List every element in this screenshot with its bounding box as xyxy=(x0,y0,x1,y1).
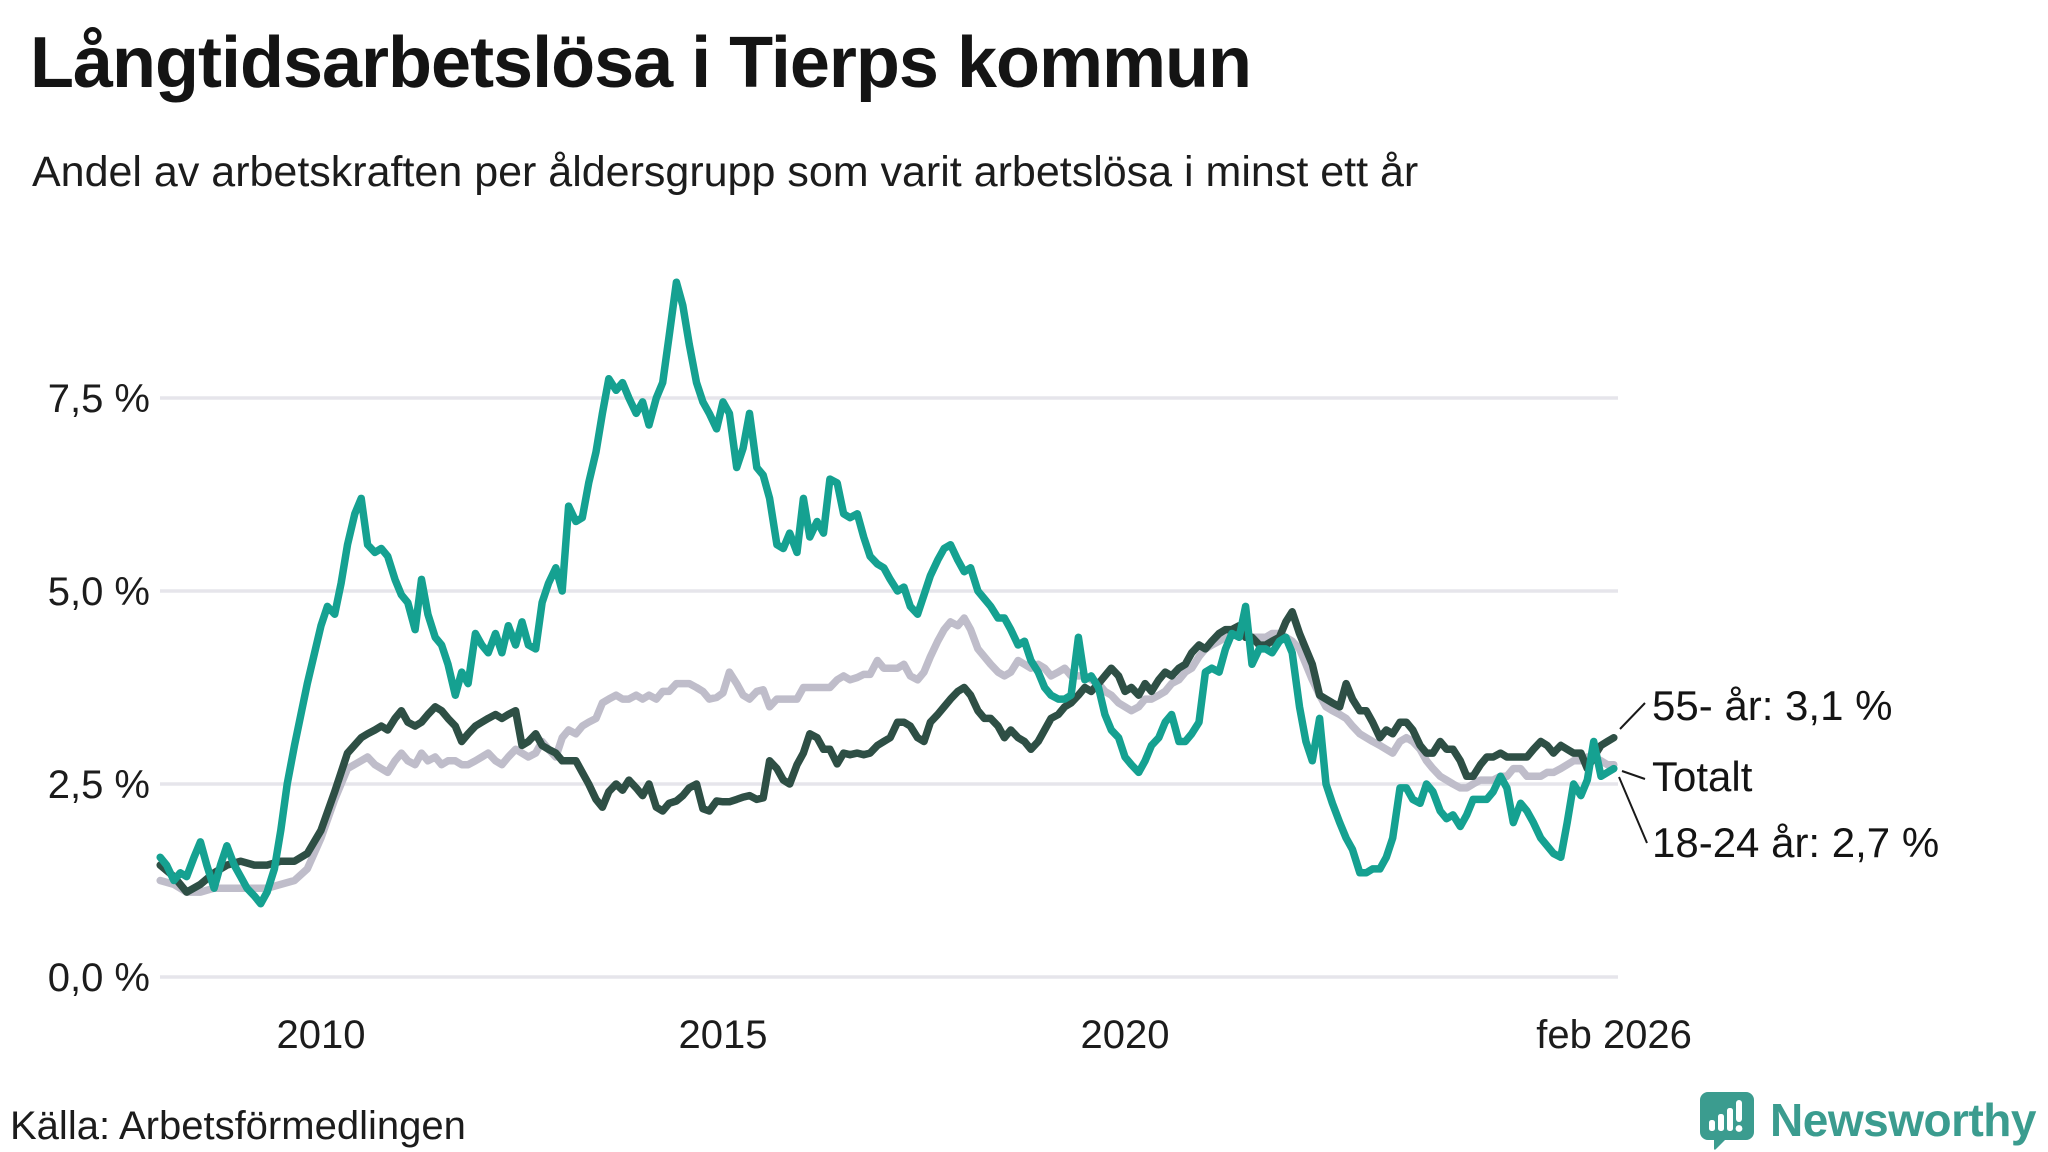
x-tick-label: 2015 xyxy=(679,1013,768,1057)
y-tick-label: 7,5 % xyxy=(48,377,150,421)
annotation-leader-total xyxy=(1621,770,1646,780)
x-tick-label: feb 2026 xyxy=(1536,1013,1692,1057)
y-tick-label: 5,0 % xyxy=(48,570,150,614)
x-tick-label: 2010 xyxy=(277,1013,366,1057)
newsworthy-speech-bubble-chart-icon xyxy=(1700,1092,1755,1150)
annotation-leader-older xyxy=(1619,702,1646,730)
annotation-leader-youth xyxy=(1618,776,1648,844)
page-title: Långtidsarbetslösa i Tierps kommun xyxy=(30,23,1252,103)
annotation-label-older: 55- år: 3,1 % xyxy=(1652,682,1892,729)
annotation-label-youth: 18-24 år: 2,7 % xyxy=(1652,819,1939,866)
y-tick-label: 0,0 % xyxy=(48,956,150,1000)
source-note: Källa: Arbetsförmedlingen xyxy=(10,1104,466,1148)
series-line-older xyxy=(156,608,1618,896)
y-axis-tick-labels: 0,0 % 2,5 % 5,0 % 7,5 % xyxy=(48,377,150,1000)
series-line-youth xyxy=(156,278,1618,908)
annotation-label-total: Totalt xyxy=(1652,753,1753,800)
x-axis-tick-labels: 2010 2015 2020 feb 2026 xyxy=(277,1013,1692,1057)
series-end-annotations: 55- år: 3,1 % Totalt 18-24 år: 2,7 % xyxy=(1618,682,1939,866)
chart-subtitle: Andel av arbetskraften per åldersgrupp s… xyxy=(32,148,1419,196)
y-tick-label: 2,5 % xyxy=(48,763,150,807)
data-series-lines xyxy=(156,278,1618,908)
series-line-total xyxy=(156,614,1618,896)
newsworthy-logo[interactable]: Newsworthy xyxy=(1698,1090,2036,1150)
newsworthy-wordmark: Newsworthy xyxy=(1770,1094,2036,1146)
x-tick-label: 2020 xyxy=(1081,1013,1170,1057)
gridlines xyxy=(160,396,1618,979)
